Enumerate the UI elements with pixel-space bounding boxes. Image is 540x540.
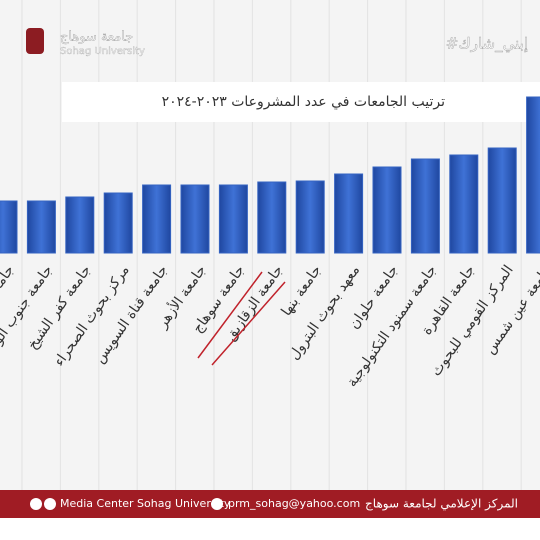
bar (372, 166, 402, 254)
bar (334, 173, 364, 254)
logo: جامعة سوهاج Sohag University (26, 28, 145, 57)
logo-ar: جامعة سوهاج (60, 30, 133, 45)
chart-title: ترتيب الجامعات في عدد المشروعات ٢٠٢٣-٢٠٢… (162, 94, 446, 110)
bar (180, 184, 210, 254)
email-icon (211, 498, 223, 510)
bar (142, 184, 172, 254)
facebook-icon (30, 498, 42, 510)
bar (0, 200, 18, 254)
youtube-icon (44, 498, 56, 510)
bar (257, 181, 287, 254)
logo-en: Sohag University (60, 46, 145, 57)
title-box (62, 82, 540, 122)
hashtag: #إبني_شارك (446, 35, 528, 54)
bar (103, 192, 133, 254)
footer-facebook: Media Center Sohag University (60, 497, 231, 510)
bar (410, 158, 440, 254)
highlight-line (211, 281, 286, 366)
footer-email: prm_sohag@yahoo.com (228, 497, 360, 510)
footer-strip (0, 518, 540, 540)
bar (218, 184, 248, 254)
bar (295, 180, 325, 254)
bar (526, 96, 540, 254)
bar (26, 200, 56, 254)
footer-band (0, 490, 540, 518)
highlight-line (197, 271, 263, 359)
bar (449, 154, 479, 254)
bar (65, 196, 95, 254)
footer-center: المركز الإعلامي لجامعة سوهاج (365, 497, 518, 512)
bar (487, 147, 517, 254)
